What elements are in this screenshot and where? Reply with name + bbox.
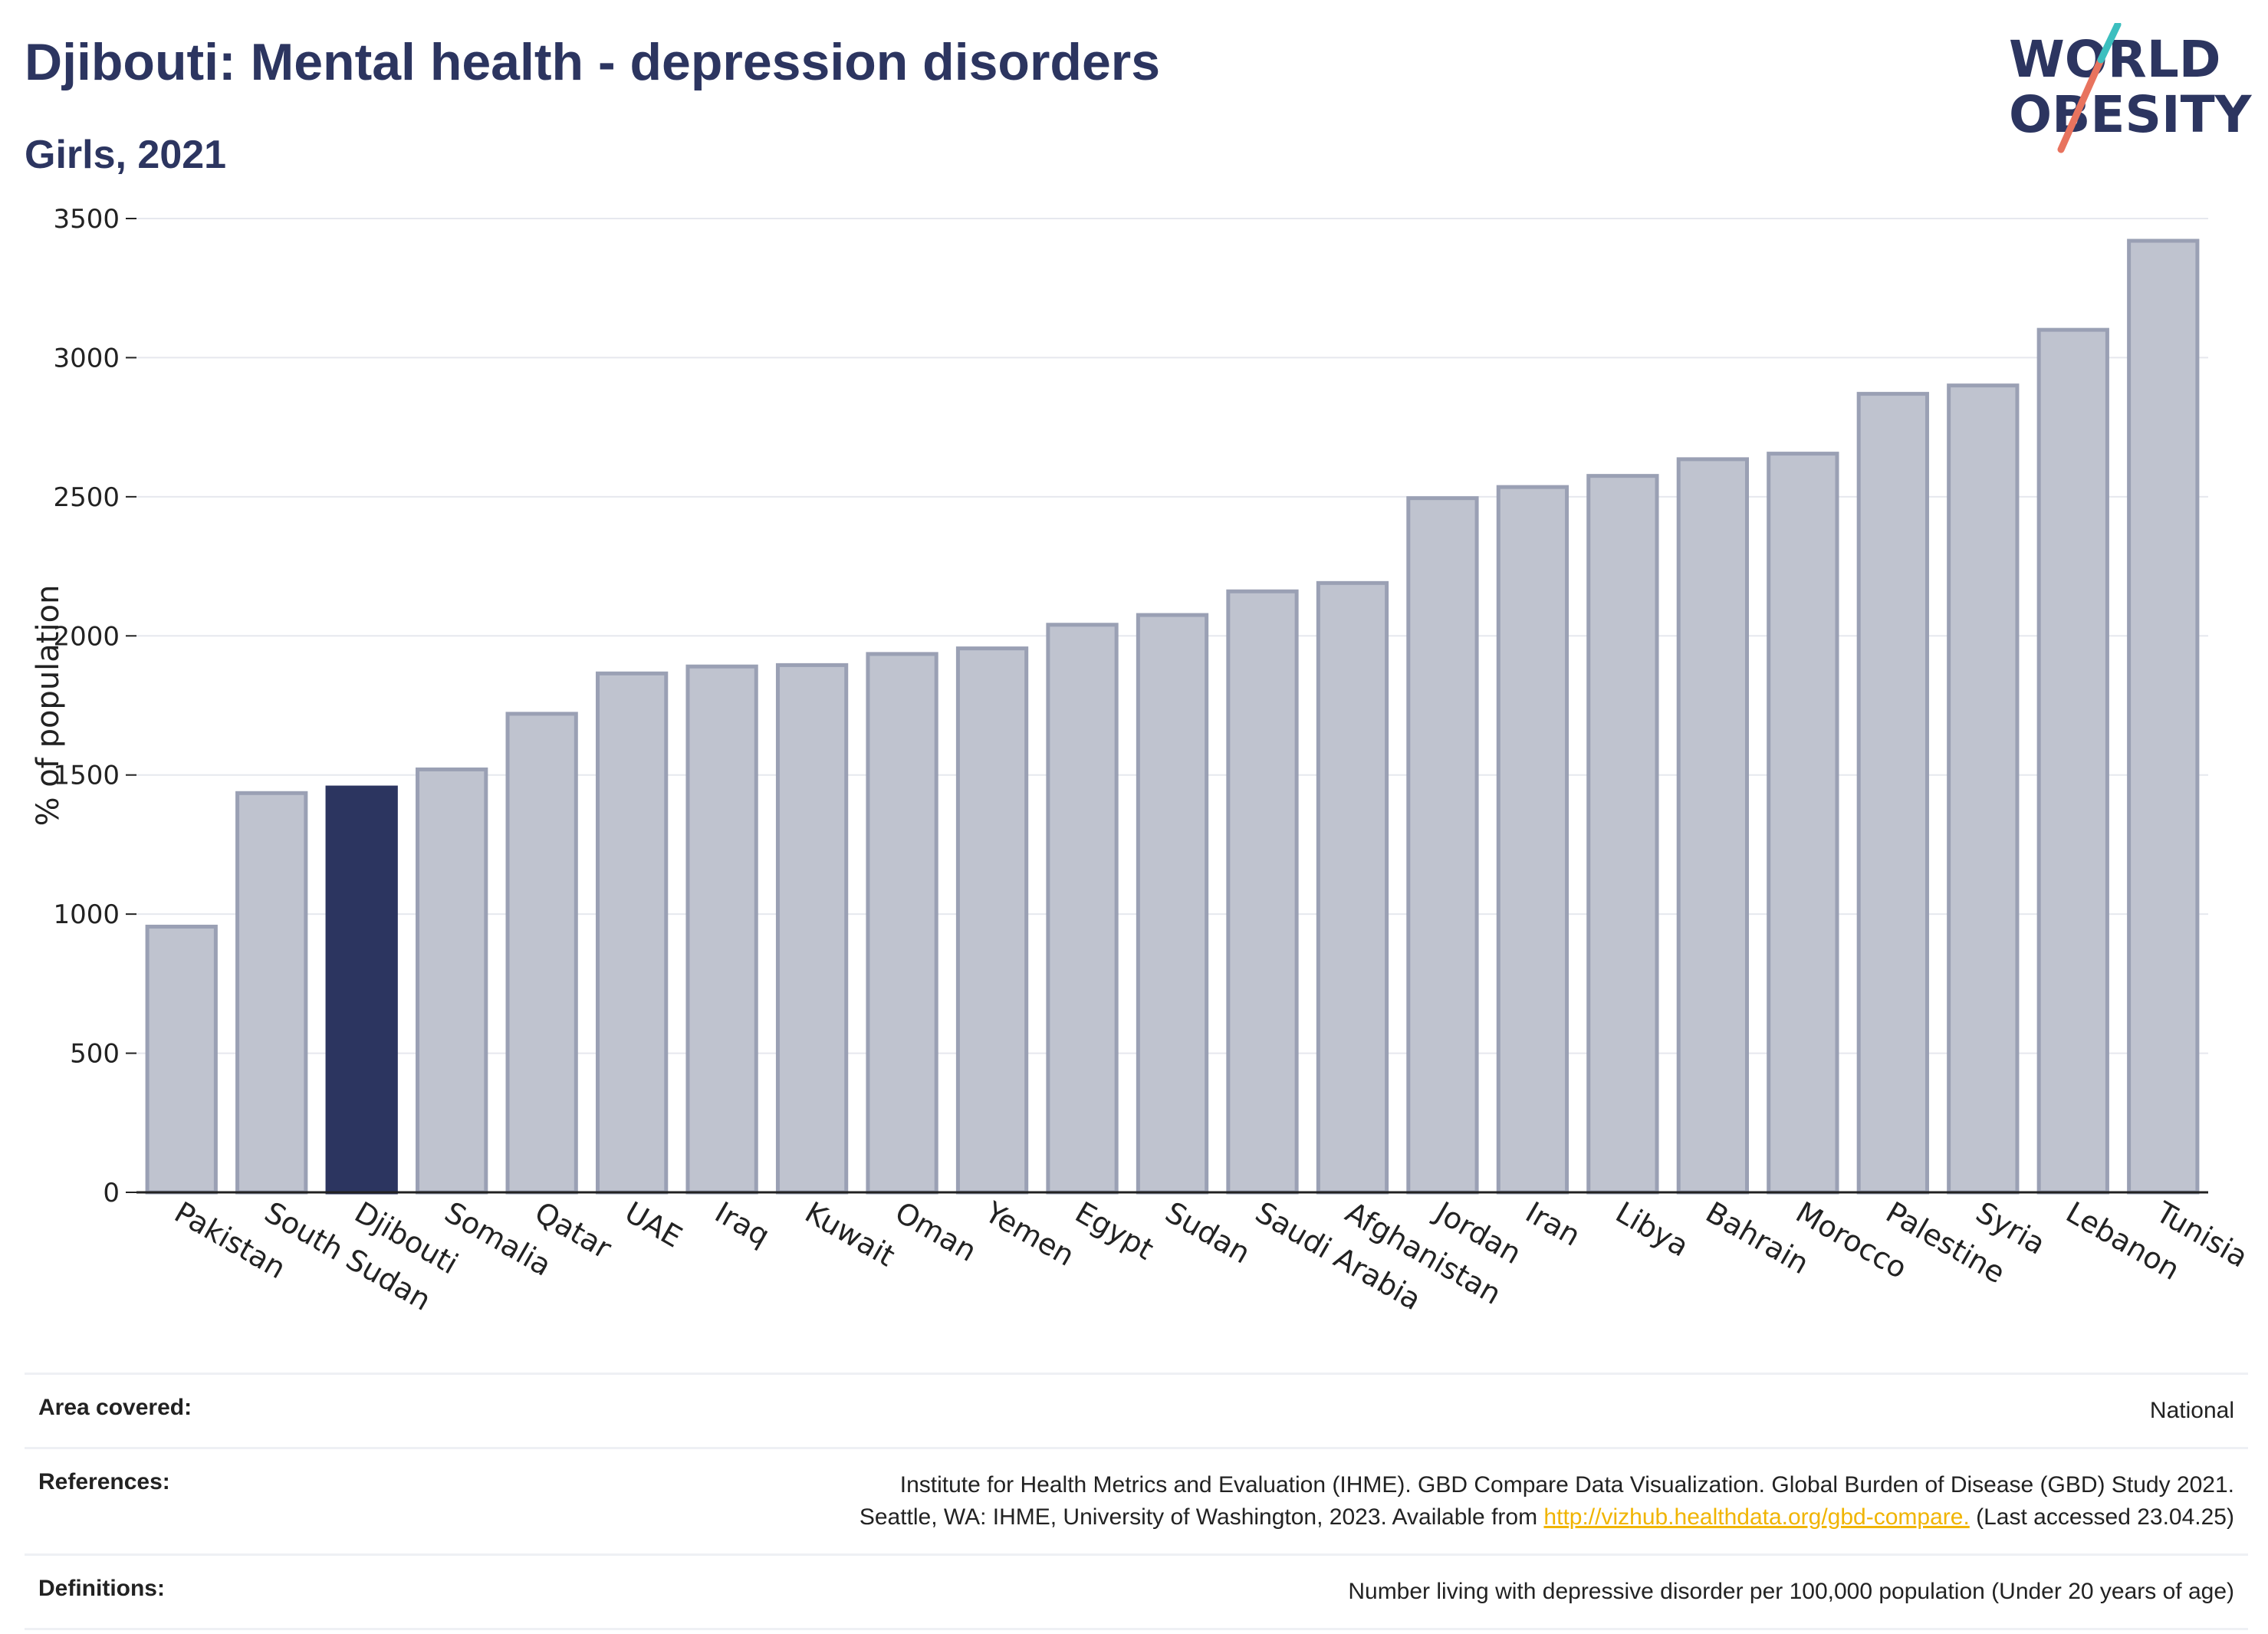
references-line2-post: (Last accessed 23.04.25) [1969,1504,2234,1530]
logo-slash-teal-icon [2097,23,2122,64]
x-label-yemen: Yemen [979,1195,1080,1273]
y-tick-label-1: 500 [70,1039,120,1070]
y-tick-label-3: 1500 [53,761,120,791]
y-tick-label-6: 3000 [53,343,120,373]
x-label-kuwait: Kuwait [800,1195,901,1274]
references-line1: Institute for Health Metrics and Evaluat… [899,1472,2234,1498]
bar-bahrain [1676,457,1750,1195]
info-row-references: References: Institute for Health Metrics… [25,1447,2248,1553]
y-tick-label-7: 3500 [53,204,120,235]
page-subtitle: Girls, 2021 [25,133,227,177]
bar-uae [595,671,669,1195]
y-axis-label: % of population [31,585,66,827]
bar-somalia [416,767,488,1195]
definitions-label: Definitions: [38,1576,165,1601]
bar-palestine [1856,392,1929,1195]
x-label-uae: UAE [620,1195,688,1254]
area-label: Area covered: [38,1395,192,1420]
x-label-libya: Libya [1610,1195,1694,1264]
bar-saudi-arabia [1226,589,1299,1195]
x-label-oman: Oman [889,1195,982,1268]
logo-line1: WORLD [2009,30,2221,89]
logo-slash-red-icon [2057,56,2105,153]
info-row-area: Area covered: National [25,1373,2248,1447]
info-table: Area covered: National References: Insti… [25,1373,2248,1630]
bar-sudan [1136,613,1209,1195]
bar-morocco [1767,452,1839,1195]
x-label-bahrain: Bahrain [1700,1195,1814,1281]
world-obesity-logo: WORLD OBESITY [2009,23,2253,153]
y-tick-label-2: 1000 [53,899,120,930]
bar-syria [1947,383,2020,1195]
bar-lebanon [2036,327,2109,1195]
references-value: Institute for Health Metrics and Evaluat… [860,1469,2234,1534]
y-tick-label-5: 2500 [53,482,120,513]
y-tick-label-4: 2000 [53,621,120,652]
bars [136,238,2208,1195]
bar-afghanistan [1316,580,1389,1195]
definitions-value: Number living with depressive disorder p… [1348,1579,2234,1604]
bar-djibouti [325,785,398,1195]
bar-tunisia [2127,238,2200,1195]
x-label-sudan: Sudan [1160,1195,1257,1271]
bar-pakistan [145,924,218,1195]
bar-kuwait [775,662,849,1195]
references-label: References: [38,1469,170,1494]
references-link[interactable]: http://vizhub.healthdata.org/gbd-compare… [1543,1504,1970,1530]
bar-iran [1496,485,1570,1195]
bar-iraq [685,664,758,1195]
x-label-iraq: Iraq [709,1195,775,1253]
page-title: Djibouti: Mental health - depression dis… [25,33,1161,91]
logo-line2: OBESITY [2009,85,2253,144]
bar-libya [1586,474,1659,1195]
bar-jordan [1406,496,1479,1195]
info-row-definitions: Definitions: Number living with depressi… [25,1553,2248,1630]
y-axis-ticks: 0 500 1000 1500 2000 2500 3000 3500 [53,204,136,1208]
bar-qatar [505,712,578,1195]
x-label-iran: Iran [1520,1195,1586,1253]
bar-yemen [955,646,1029,1195]
bar-oman [866,652,938,1195]
bar-chart: 0 500 1000 1500 2000 2500 3000 3500 PakistanSou… [31,204,2253,1317]
area-value: National [2149,1398,2234,1423]
references-line2-pre: Seattle, WA: IHME, University of Washing… [859,1504,1544,1530]
bar-south-sudan [235,791,308,1195]
y-tick-label-0: 0 [103,1178,120,1208]
x-label-egypt: Egypt [1070,1195,1159,1267]
bar-egypt [1046,623,1119,1195]
